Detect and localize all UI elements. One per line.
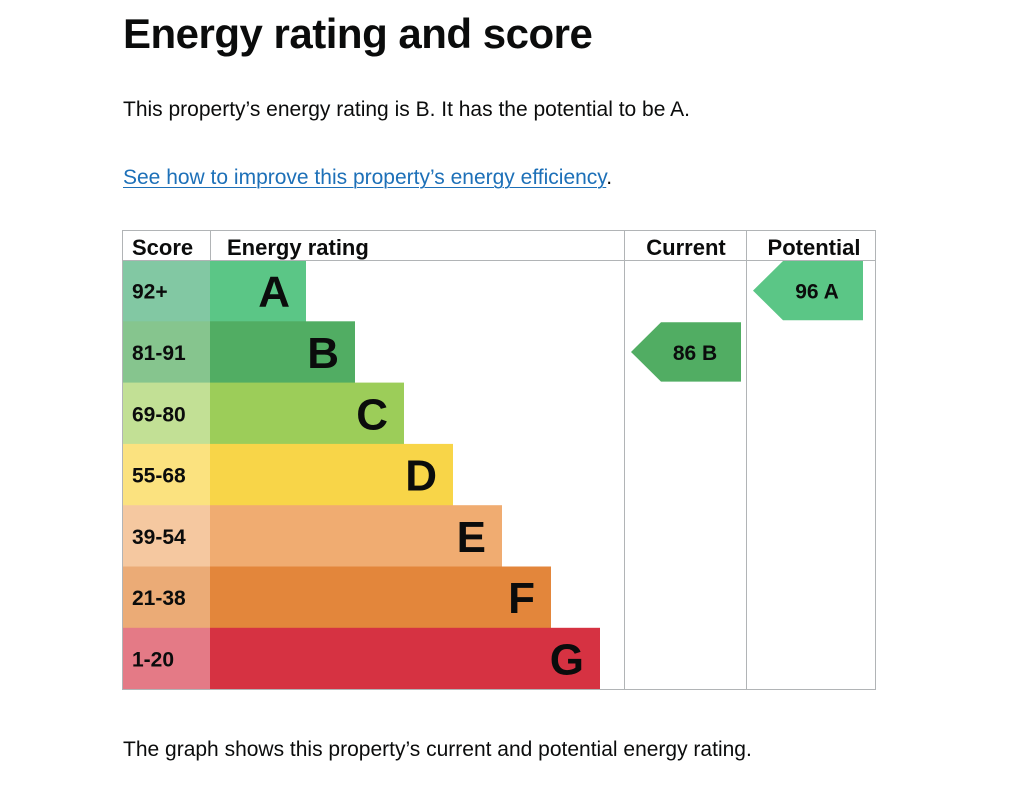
band-letter-a: A [258,268,290,317]
current-rating-arrow [631,322,741,382]
score-label-d: 55-68 [132,465,186,488]
chart-headers: Score Energy rating Current Potential [132,235,860,260]
chart-border [122,230,876,690]
chart-caption: The graph shows this property’s current … [123,738,752,761]
header-current: Current [646,235,726,260]
bands-layer: 92+ A 81-91 B 69-80 C 55-68 D 39-54 E 21-38 F 1-20 G [122,260,600,690]
header-potential: Potential [768,235,861,260]
header-energy-rating: Energy rating [227,235,369,260]
score-cell-g [122,627,210,690]
band-letter-f: F [508,574,535,623]
improve-paragraph: See how to improve this property’s energ… [123,164,612,192]
score-label-e: 39-54 [132,526,186,549]
band-bar-f [210,566,551,629]
page-title: Energy rating and score [123,10,593,57]
chart-grid [122,230,876,690]
band-bar-g [210,627,600,690]
header-score: Score [132,235,193,260]
band-bar-a [210,260,306,322]
improve-suffix: . [606,166,613,189]
band-letter-e: E [457,513,486,562]
band-letter-d: D [405,452,437,501]
score-cell-c [122,382,210,445]
score-cell-e [122,505,210,567]
potential-rating-arrow-label: 96 A [795,281,839,304]
band-letter-g: G [550,635,584,684]
arrows-layer: 86 B 96 A [631,261,863,382]
score-label-a: 92+ [132,281,168,304]
band-bar-c [210,382,404,445]
score-cell-b [122,321,210,384]
improve-efficiency-link[interactable]: See how to improve this property’s energ… [123,166,607,189]
potential-rating-arrow [753,261,863,321]
rating-summary: This property’s energy rating is B. It h… [123,98,690,121]
band-bar-b [210,321,355,384]
score-label-c: 69-80 [132,403,186,426]
band-letter-b: B [307,329,339,378]
score-cell-f [122,566,210,629]
score-label-f: 21-38 [132,587,186,610]
score-cell-a [122,260,210,322]
current-rating-arrow-label: 86 B [673,342,717,365]
band-bar-d [210,443,453,506]
band-letter-c: C [356,390,388,439]
score-cell-d [122,443,210,506]
score-label-g: 1-20 [132,648,174,671]
score-label-b: 81-91 [132,342,186,365]
band-bar-e [210,505,502,567]
